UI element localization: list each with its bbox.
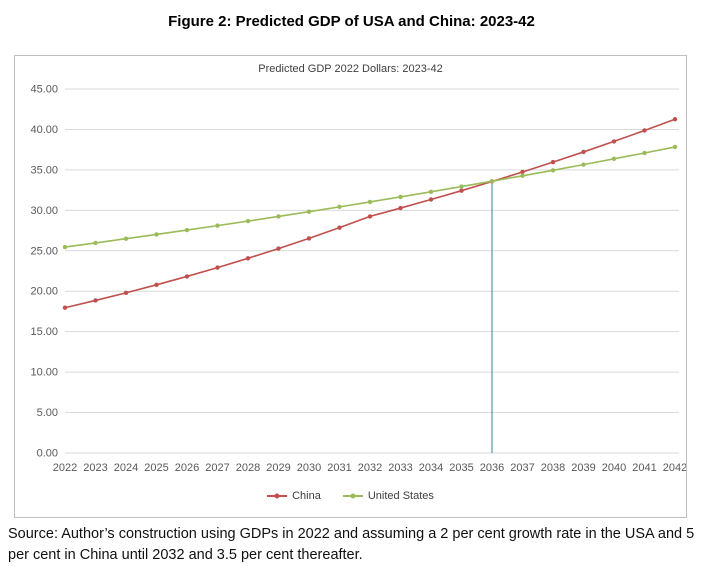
svg-text:2036: 2036 (480, 462, 504, 474)
legend-label-china: China (292, 490, 321, 502)
svg-text:0.00: 0.00 (37, 448, 58, 460)
chart-svg: 0.00 5.00 10.00 15.00 20.00 25.00 30.00 35.00 40… (30, 84, 687, 475)
svg-text:2033: 2033 (388, 462, 412, 474)
svg-text:2024: 2024 (114, 462, 138, 474)
legend-item-china: China (267, 490, 321, 502)
svg-text:2022: 2022 (53, 462, 77, 474)
svg-text:2037: 2037 (510, 462, 534, 474)
legend-item-united-states: United States (342, 490, 434, 502)
chart-title: Predicted GDP 2022 Dollars: 2023-42 (258, 63, 443, 75)
svg-text:2026: 2026 (175, 462, 199, 474)
svg-text:2027: 2027 (205, 462, 229, 474)
svg-text:30.00: 30.00 (30, 205, 58, 217)
svg-text:2039: 2039 (571, 462, 595, 474)
svg-text:2040: 2040 (602, 462, 626, 474)
svg-text:2025: 2025 (144, 462, 168, 474)
svg-text:2038: 2038 (541, 462, 565, 474)
svg-text:20.00: 20.00 (30, 286, 58, 298)
china-line-swatch-icon (267, 493, 288, 499)
svg-text:2041: 2041 (632, 462, 656, 474)
svg-text:45.00: 45.00 (30, 84, 58, 96)
svg-text:2031: 2031 (327, 462, 351, 474)
figure-title: Figure 2: Predicted GDP of USA and China… (168, 13, 535, 30)
svg-text:5.00: 5.00 (37, 407, 58, 419)
svg-text:2034: 2034 (419, 462, 443, 474)
united-states-line-swatch-icon (342, 493, 363, 499)
svg-text:2032: 2032 (358, 462, 382, 474)
svg-text:15.00: 15.00 (30, 326, 58, 338)
svg-text:2028: 2028 (236, 462, 260, 474)
svg-text:2029: 2029 (266, 462, 290, 474)
svg-text:10.00: 10.00 (30, 367, 58, 379)
svg-text:40.00: 40.00 (30, 124, 58, 136)
svg-text:2035: 2035 (449, 462, 473, 474)
chart-frame: Predicted GDP 2022 Dollars: 2023-42 0.00… (14, 55, 687, 518)
chart-legend: China United States (267, 483, 434, 509)
plot-area: 0.00 5.00 10.00 15.00 20.00 25.00 30.00 35.00 40… (15, 79, 687, 483)
legend-label-united-states: United States (367, 490, 434, 502)
svg-text:35.00: 35.00 (30, 164, 58, 176)
svg-text:25.00: 25.00 (30, 245, 58, 257)
svg-text:2023: 2023 (83, 462, 107, 474)
source-note: Source: Author’s construction using GDPs… (8, 526, 695, 564)
svg-text:2042: 2042 (663, 462, 686, 474)
svg-text:2030: 2030 (297, 462, 321, 474)
